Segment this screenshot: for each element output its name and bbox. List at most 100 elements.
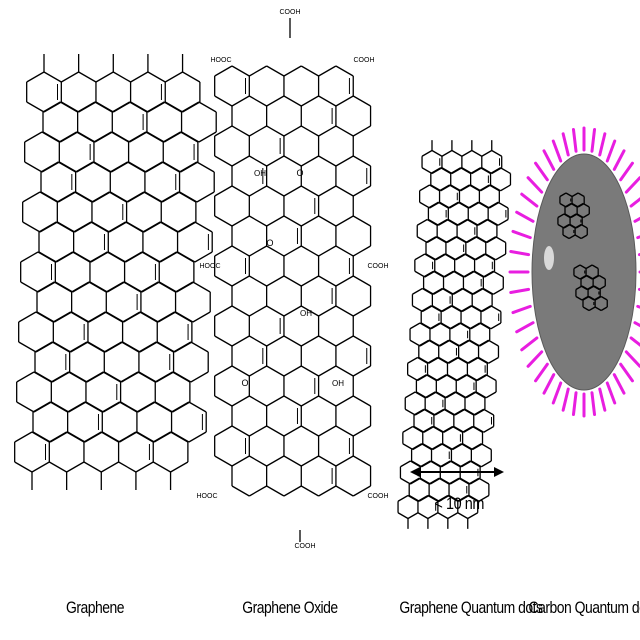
bond: [470, 167, 481, 175]
bond: [266, 185, 285, 197]
bond: [445, 374, 457, 382]
bond: [352, 455, 371, 467]
bond: [300, 395, 319, 407]
bond: [404, 391, 416, 399]
bond: [419, 322, 431, 330]
bond: [141, 251, 160, 263]
bond: [429, 460, 441, 468]
oh-label: OH: [300, 309, 312, 318]
bond: [68, 371, 87, 383]
surface-ligand: [598, 132, 607, 157]
bond: [38, 221, 57, 233]
bond: [352, 215, 371, 227]
bond: [152, 461, 171, 473]
bond: [77, 101, 96, 113]
bond: [437, 356, 448, 364]
bond: [34, 341, 53, 353]
bond: [479, 322, 491, 330]
bond: [467, 512, 479, 520]
bond: [283, 125, 302, 137]
surface-ligand: [633, 321, 640, 328]
bond: [39, 191, 58, 203]
bond: [497, 218, 509, 226]
bond: [478, 494, 490, 502]
bond: [20, 251, 39, 263]
bond: [466, 218, 478, 226]
bond: [248, 485, 267, 497]
bond: [86, 341, 105, 353]
bond: [335, 185, 354, 197]
bond: [129, 101, 148, 113]
bond: [300, 365, 319, 377]
bond: [471, 443, 482, 451]
bond: [66, 431, 85, 443]
surface-ligand: [629, 197, 640, 208]
bond: [283, 335, 302, 347]
bond: [24, 131, 43, 143]
bond: [300, 305, 319, 317]
bond: [90, 221, 109, 233]
bond: [352, 155, 371, 167]
bond: [457, 494, 469, 502]
bond: [231, 365, 250, 377]
bond: [459, 460, 471, 468]
bond: [481, 287, 493, 295]
bond: [58, 131, 77, 143]
bond: [231, 335, 250, 347]
bond: [102, 371, 121, 383]
bond: [335, 215, 354, 227]
bond: [59, 101, 78, 113]
bond: [248, 155, 267, 167]
bond: [266, 425, 285, 437]
bond: [214, 425, 233, 437]
bond: [559, 192, 567, 198]
bond: [488, 339, 499, 347]
graphene-label: Graphene: [65, 598, 125, 617]
bond: [447, 201, 459, 209]
bond: [477, 201, 489, 209]
bond: [335, 305, 354, 317]
bond: [143, 191, 162, 203]
bond: [300, 185, 319, 197]
bond: [161, 161, 180, 173]
bond: [120, 371, 139, 383]
bond: [283, 245, 302, 257]
bond: [318, 365, 337, 377]
bond: [170, 431, 189, 443]
bond: [248, 215, 267, 227]
bond: [85, 371, 104, 383]
bond: [486, 218, 498, 226]
cooh-label: COOH: [368, 493, 389, 500]
bond: [43, 71, 62, 83]
bond: [476, 218, 488, 226]
bond: [582, 306, 590, 312]
bond: [72, 251, 91, 263]
bond: [588, 295, 596, 301]
bond: [174, 311, 193, 323]
bond: [414, 270, 426, 278]
bond: [248, 425, 267, 437]
graphene-lattice: [14, 54, 217, 490]
bond: [192, 281, 211, 293]
bond: [447, 494, 459, 502]
bond: [573, 274, 581, 280]
bond: [422, 287, 433, 295]
bond: [24, 161, 43, 173]
bond: [95, 71, 114, 83]
bond: [429, 184, 440, 192]
bond: [421, 167, 433, 175]
bond: [110, 131, 129, 143]
bond: [83, 431, 102, 443]
surface-ligand: [629, 336, 640, 347]
bond: [318, 95, 337, 107]
bond: [136, 401, 155, 413]
bond: [266, 395, 285, 407]
bond: [576, 202, 584, 208]
graphene-quantum-dots-label: Graphene Quantum dots: [399, 598, 543, 617]
bond: [248, 95, 267, 107]
carbon-quantum-dot: [508, 126, 640, 418]
bond: [585, 264, 593, 270]
bond: [214, 125, 233, 137]
bond: [335, 395, 354, 407]
bond: [440, 305, 452, 313]
